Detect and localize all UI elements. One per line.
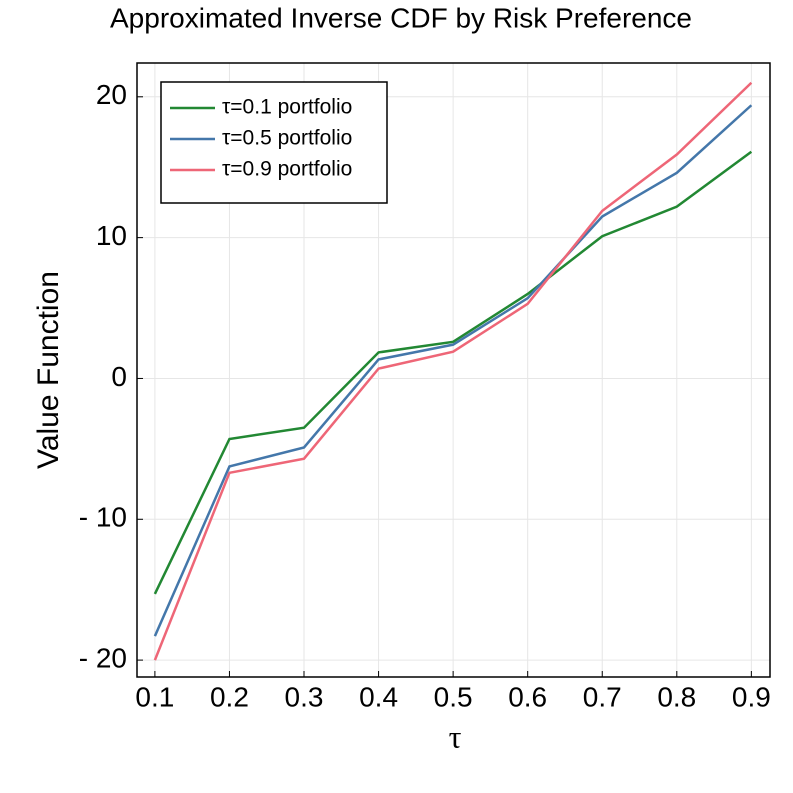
x-tick-label: 0.6 [508, 681, 547, 712]
x-tick-label: 0.5 [434, 681, 473, 712]
y-tick-label: 0 [111, 361, 127, 392]
y-axis-label: Value Function [32, 271, 65, 469]
y-tick-label: 10 [96, 220, 127, 251]
series-line [153, 81, 753, 661]
y-tick-label: 20 [96, 79, 127, 110]
series-line [153, 104, 753, 637]
y-tick-label: - 20 [79, 642, 127, 673]
x-axis-label: τ [449, 718, 462, 754]
x-tick-label: 0.7 [583, 681, 622, 712]
x-tick-label: 0.8 [657, 681, 696, 712]
series-line [153, 150, 753, 595]
legend-label: τ=0.1 portfolio [222, 96, 352, 119]
plot-frame [136, 62, 771, 678]
x-tick-label: 0.9 [732, 681, 771, 712]
x-tick-label: 0.4 [359, 681, 398, 712]
legend: τ=0.1 portfolio τ=0.5 portfolio τ=0.9 port… [160, 81, 388, 204]
y-tick-label: - 10 [79, 502, 127, 533]
x-tick-label: 0.2 [210, 681, 249, 712]
x-tick-label: 0.1 [135, 681, 174, 712]
chart-title: Approximated Inverse CDF by Risk Prefere… [110, 2, 692, 33]
legend-label: τ=0.5 portfolio [222, 127, 352, 150]
legend-label: τ=0.9 portfolio [222, 158, 352, 181]
x-tick-label: 0.3 [285, 681, 324, 712]
legend-box [160, 81, 388, 204]
